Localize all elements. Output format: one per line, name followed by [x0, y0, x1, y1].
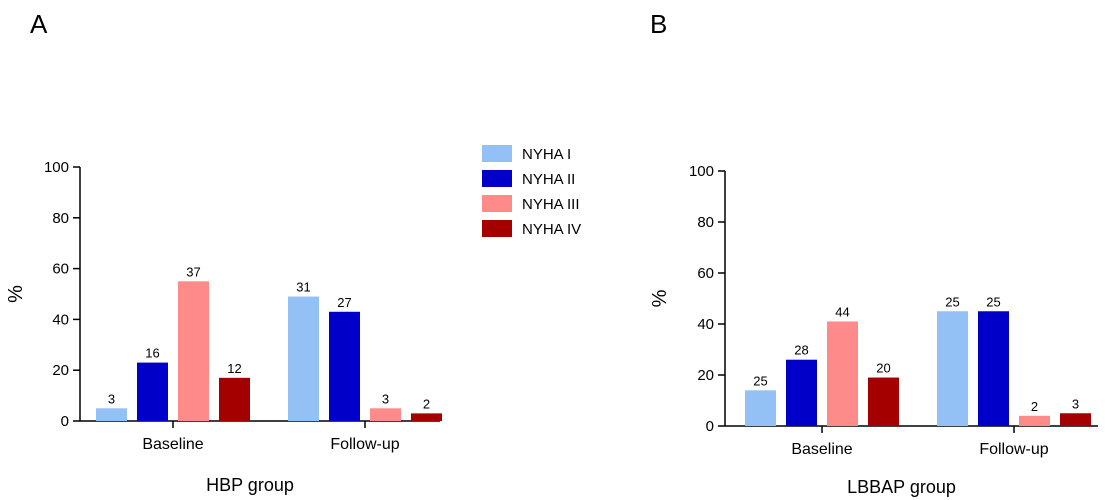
x-tick-label-baseline: Baseline	[142, 436, 203, 453]
bar-data-label: 16	[145, 346, 159, 361]
bar-lbbap-follow-up-nyha-ii	[978, 311, 1009, 426]
legend-swatch-nyha-ii	[482, 170, 512, 187]
x-tick-label-baseline: Baseline	[791, 441, 852, 458]
legend-label-nyha-ii: NYHA II	[522, 171, 575, 188]
bar-data-label: 25	[945, 294, 959, 309]
y-tick-label: 100	[689, 163, 714, 180]
bar-lbbap-baseline-nyha-iii	[827, 321, 858, 426]
y-tick-label: 20	[697, 367, 714, 384]
x-axis-label: LBBAP group	[847, 477, 956, 497]
bar-data-label: 12	[227, 361, 241, 376]
legend-label-nyha-iii: NYHA III	[522, 196, 580, 213]
legend-swatch-nyha-iii	[482, 195, 512, 212]
y-tick-label: 100	[44, 159, 69, 176]
chart-hbp-group: 0 20 40 60 80 100% Baseline 3 16 37 12 Follow-up 31 2…	[5, 159, 442, 495]
bar-data-label: 3	[108, 391, 115, 406]
bar-hbp-follow-up-nyha-iii	[370, 408, 401, 421]
bar-data-label: 3	[1072, 396, 1079, 411]
y-tick-label: 60	[52, 261, 69, 278]
bar-hbp-baseline-nyha-ii	[137, 362, 168, 421]
bar-data-label: 31	[296, 280, 310, 295]
y-tick-label: 60	[697, 265, 714, 282]
bar-lbbap-follow-up-nyha-iv	[1060, 413, 1091, 426]
chart-lbbap-group: 0 20 40 60 80 100% Baseline 25 28 44 20 Follow-up 25…	[649, 163, 1098, 497]
bar-data-label: 28	[794, 343, 808, 358]
panel-b-letter: B	[650, 9, 667, 39]
bar-data-label: 20	[876, 361, 890, 376]
bar-lbbap-baseline-nyha-ii	[786, 359, 817, 426]
bar-hbp-baseline-nyha-i	[96, 408, 127, 421]
legend-label-nyha-i: NYHA I	[522, 146, 571, 163]
y-tick-label: 40	[697, 316, 714, 333]
bar-lbbap-follow-up-nyha-i	[937, 311, 968, 426]
legend-swatch-nyha-i	[482, 145, 512, 162]
panel-a-letter: A	[30, 9, 48, 39]
y-axis-label: %	[649, 289, 671, 307]
y-axis-label: %	[5, 285, 27, 303]
bar-data-label: 2	[1031, 399, 1038, 414]
bar-hbp-follow-up-nyha-iv	[411, 413, 442, 421]
bar-data-label: 3	[382, 391, 389, 406]
y-tick-label: 80	[697, 214, 714, 231]
bar-lbbap-baseline-nyha-iv	[868, 377, 899, 426]
x-tick-label-follow-up: Follow-up	[330, 436, 399, 453]
bar-data-label: 44	[835, 304, 849, 319]
bar-data-label: 25	[986, 294, 1000, 309]
bar-data-label: 25	[753, 373, 767, 388]
x-axis-label: HBP group	[206, 475, 294, 495]
bar-data-label: 37	[186, 264, 200, 279]
bar-data-label: 27	[337, 295, 351, 310]
y-tick-label: 0	[61, 413, 69, 430]
legend-label-nyha-iv: NYHA IV	[522, 221, 581, 238]
bar-hbp-follow-up-nyha-i	[288, 296, 319, 421]
y-tick-label: 20	[52, 362, 69, 379]
bar-lbbap-baseline-nyha-i	[745, 390, 776, 426]
y-tick-label: 80	[52, 210, 69, 227]
bar-hbp-follow-up-nyha-ii	[329, 311, 360, 421]
legend: NYHA I NYHA II NYHA III NYHA IV	[482, 145, 581, 238]
bar-hbp-baseline-nyha-iv	[219, 377, 250, 421]
legend-swatch-nyha-iv	[482, 220, 512, 237]
bar-hbp-baseline-nyha-iii	[178, 281, 209, 421]
y-tick-label: 0	[706, 418, 714, 435]
y-tick-label: 40	[52, 311, 69, 328]
bar-data-label: 2	[423, 396, 430, 411]
x-tick-label-follow-up: Follow-up	[979, 441, 1048, 458]
bar-lbbap-follow-up-nyha-iii	[1019, 415, 1050, 426]
